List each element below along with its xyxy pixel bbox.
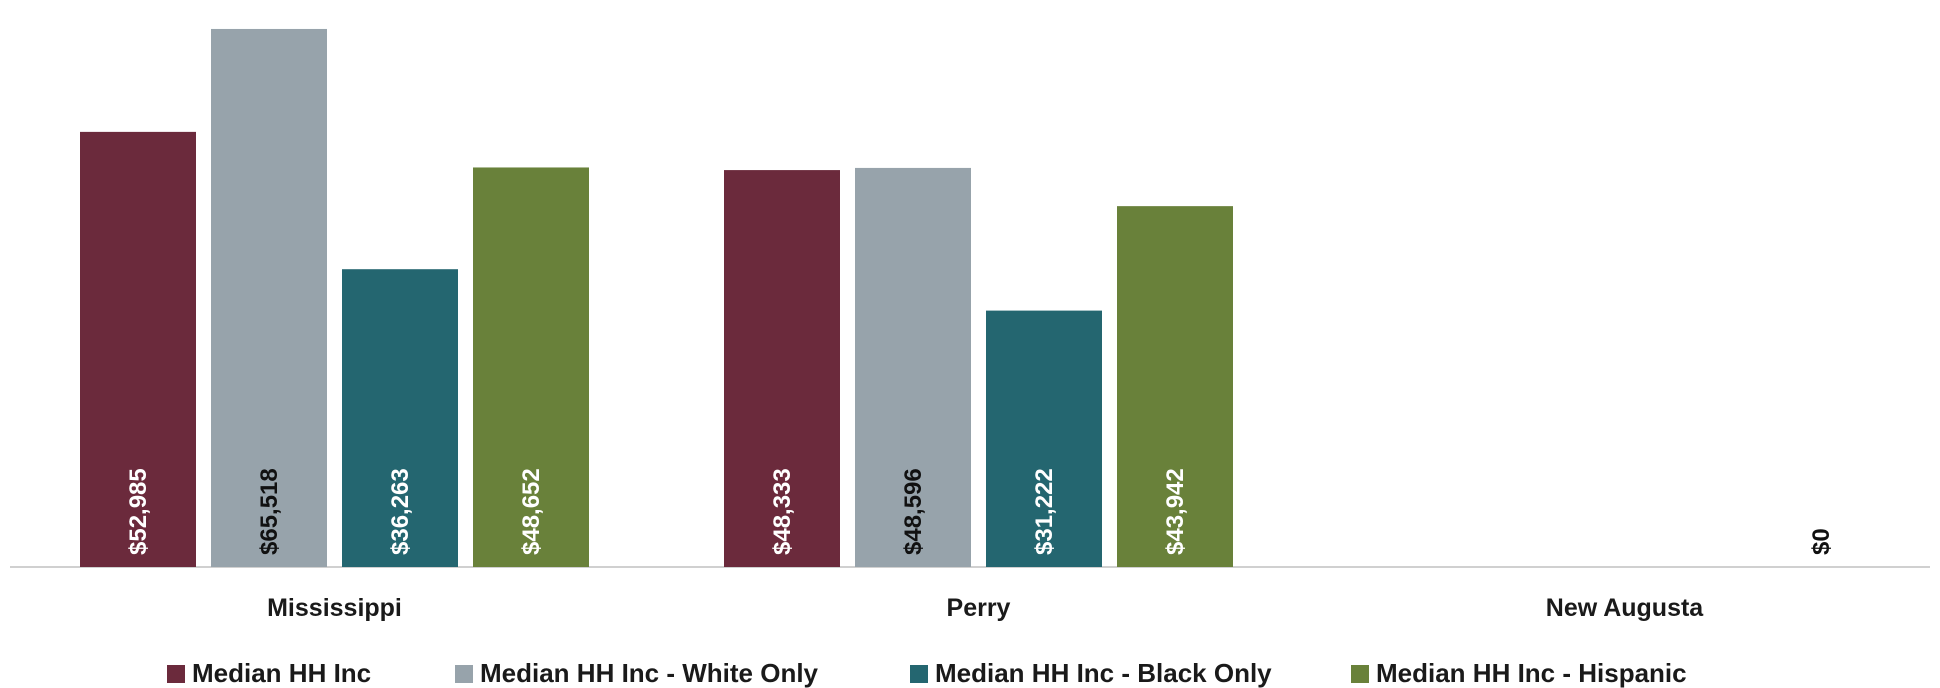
category-label: New Augusta: [1546, 594, 1705, 622]
legend-swatch: [910, 665, 928, 683]
data-label: $43,942: [1162, 468, 1189, 555]
legend-label: Median HH Inc - Hispanic: [1376, 658, 1687, 688]
data-label: $65,518: [256, 468, 283, 555]
legend-swatch: [167, 665, 185, 683]
category-label: Mississippi: [267, 594, 402, 622]
legend-label: Median HH Inc - White Only: [480, 658, 819, 688]
data-label: $48,652: [518, 468, 545, 555]
legend-swatch: [455, 665, 473, 683]
legend-label: Median HH Inc - Black Only: [935, 658, 1272, 688]
bar-4-mississippi: [473, 167, 589, 568]
bar-2-mississippi: [211, 28, 327, 567]
data-label: $0: [1808, 528, 1835, 555]
legend-label: Median HH Inc: [192, 658, 371, 688]
data-label: $48,333: [769, 468, 796, 555]
bar-1-perry: [724, 170, 840, 567]
legend-swatch: [1351, 665, 1369, 683]
bar-1-mississippi: [80, 131, 196, 568]
bar-2-perry: [855, 167, 971, 567]
data-label: $31,222: [1031, 468, 1058, 555]
bar-3-perry: [986, 310, 1102, 567]
bar-4-perry: [1117, 206, 1233, 567]
category-label: Perry: [947, 594, 1011, 622]
data-label: $36,263: [387, 468, 414, 555]
data-label: $48,596: [900, 468, 927, 555]
bar-3-mississippi: [342, 269, 458, 567]
data-label: $52,985: [125, 468, 152, 555]
